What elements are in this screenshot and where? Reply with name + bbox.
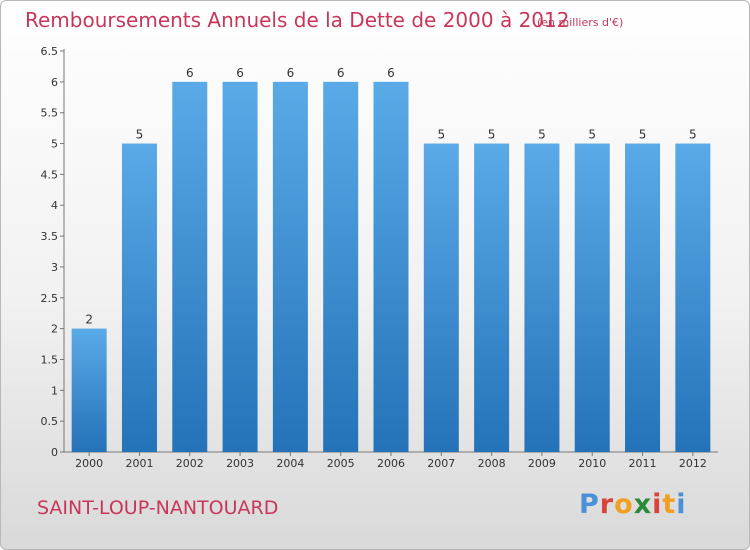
x-tick-label: 2002 xyxy=(176,457,204,470)
x-tick-label: 2012 xyxy=(679,457,707,470)
bar-value-label: 5 xyxy=(136,128,144,142)
bar xyxy=(272,81,308,452)
chart-unit: (en milliers d'€) xyxy=(537,16,624,29)
bar xyxy=(121,143,157,453)
proxiti-logo: Proxiti xyxy=(579,489,687,520)
x-tick-label: 2008 xyxy=(478,457,506,470)
bar xyxy=(675,143,711,453)
x-tick-label: 2000 xyxy=(75,457,103,470)
x-tick-label: 2011 xyxy=(629,457,657,470)
bar xyxy=(172,81,208,452)
bar-value-label: 6 xyxy=(337,66,345,80)
y-tick-label: 3.5 xyxy=(41,230,59,243)
y-tick-label: 6.5 xyxy=(41,45,59,58)
x-tick-label: 2001 xyxy=(125,457,153,470)
bar xyxy=(474,143,510,453)
x-tick-label: 2005 xyxy=(327,457,355,470)
bar xyxy=(323,81,359,452)
bar-value-label: 5 xyxy=(689,128,697,142)
commune-name: SAINT-LOUP-NANTOUARD xyxy=(37,497,279,519)
x-tick-label: 2006 xyxy=(377,457,405,470)
y-tick-label: 3 xyxy=(51,261,58,274)
bar-value-label: 5 xyxy=(588,128,596,142)
bar xyxy=(71,328,107,452)
y-tick-label: 0.5 xyxy=(41,415,59,428)
x-tick-label: 2003 xyxy=(226,457,254,470)
bar-value-label: 6 xyxy=(387,66,395,80)
bar xyxy=(574,143,610,453)
y-tick-label: 2.5 xyxy=(41,292,59,305)
x-tick-label: 2004 xyxy=(276,457,304,470)
bar-value-label: 5 xyxy=(488,128,496,142)
bar-value-label: 6 xyxy=(236,66,244,80)
bar xyxy=(373,81,409,452)
x-tick-label: 2009 xyxy=(528,457,556,470)
bar xyxy=(423,143,459,453)
y-tick-label: 1 xyxy=(51,384,58,397)
y-tick-label: 6 xyxy=(51,76,58,89)
y-tick-label: 5 xyxy=(51,138,58,151)
bar-value-label: 5 xyxy=(639,128,647,142)
chart-title: Remboursements Annuels de la Dette de 20… xyxy=(25,8,570,32)
bar xyxy=(524,143,560,453)
bar-value-label: 2 xyxy=(85,313,93,327)
bar xyxy=(625,143,661,453)
y-tick-label: 1.5 xyxy=(41,353,59,366)
x-tick-label: 2007 xyxy=(427,457,455,470)
bar xyxy=(222,81,258,452)
y-tick-label: 5.5 xyxy=(41,107,59,120)
x-tick-label: 2010 xyxy=(578,457,606,470)
y-tick-label: 0 xyxy=(51,446,58,459)
bar-value-label: 5 xyxy=(538,128,546,142)
bar-value-label: 5 xyxy=(437,128,445,142)
bar-value-label: 6 xyxy=(287,66,295,80)
y-tick-label: 4 xyxy=(51,199,58,212)
bar-value-label: 6 xyxy=(186,66,194,80)
y-tick-label: 2 xyxy=(51,323,58,336)
y-tick-label: 4.5 xyxy=(41,168,59,181)
